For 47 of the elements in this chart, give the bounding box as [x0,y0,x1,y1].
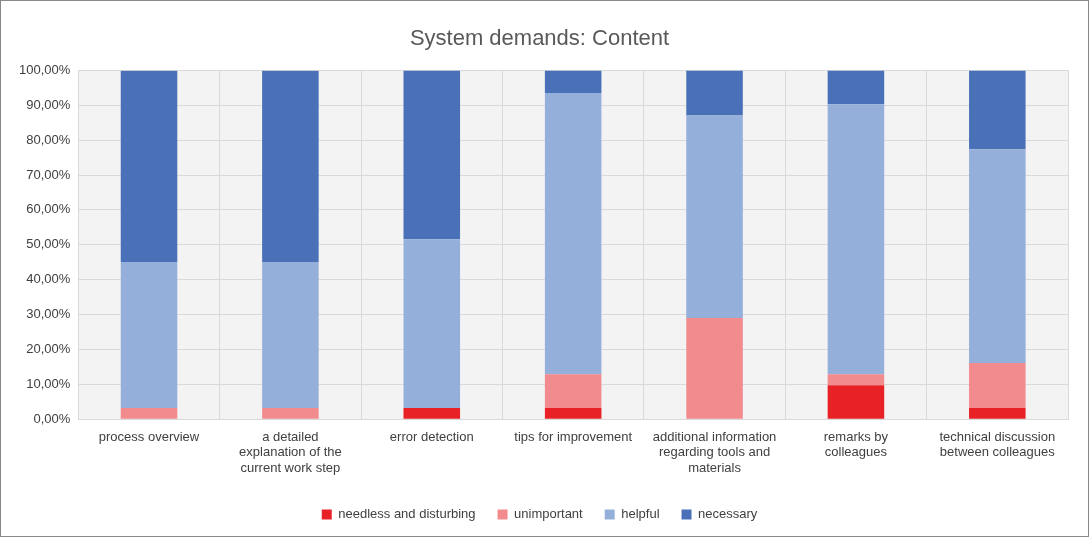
x-tick-label: additional information regarding tools and materials [652,428,777,475]
bar [686,318,743,419]
bar [262,408,319,419]
bar [544,70,602,94]
legend-label: needless and disturbing [338,506,476,522]
x-tick-label: a detailed explanation of the current work step [239,428,342,475]
x-tick-label: technical discussion between colleagues [939,428,1056,460]
x-tick-label: remarks by colleagues [823,428,889,460]
bar [403,70,461,240]
bar [120,261,178,409]
bar [969,408,1026,419]
y-tick-label: 10,00% [26,375,71,391]
bar [544,374,602,409]
bar [686,115,743,319]
y-tick-label: 40,00% [26,271,71,287]
y-tick-label: 100,00% [18,61,71,77]
bar [403,408,461,419]
bar [403,239,461,409]
chart-title: System demands: Content [409,25,670,51]
bar [969,149,1026,364]
y-tick-label: 70,00% [26,166,71,182]
bar [120,408,178,419]
bar [827,374,885,386]
y-tick-label: 50,00% [26,236,71,252]
y-tick-label: 80,00% [26,131,71,147]
legend-label: unimportant [514,506,584,522]
bar [544,408,602,419]
y-tick-label: 90,00% [26,96,71,112]
bar [686,70,743,116]
y-tick-label: 20,00% [26,341,71,357]
x-tick-label: error detection [389,428,474,444]
y-tick-label: 0,00% [33,410,71,426]
bar [827,70,885,105]
bar [120,70,178,262]
legend-label: necessary [698,506,758,522]
x-tick-label: process overview [98,428,200,444]
legend-label: helpful [621,506,660,522]
bar [262,70,319,262]
bar [969,363,1026,409]
y-tick-label: 30,00% [26,306,71,322]
bar [827,385,885,419]
bar [827,104,885,375]
x-tick-label: tips for improvement [514,428,633,444]
bar [969,70,1026,150]
y-tick-label: 60,00% [26,201,71,217]
bar [544,93,602,375]
bar [262,261,319,409]
